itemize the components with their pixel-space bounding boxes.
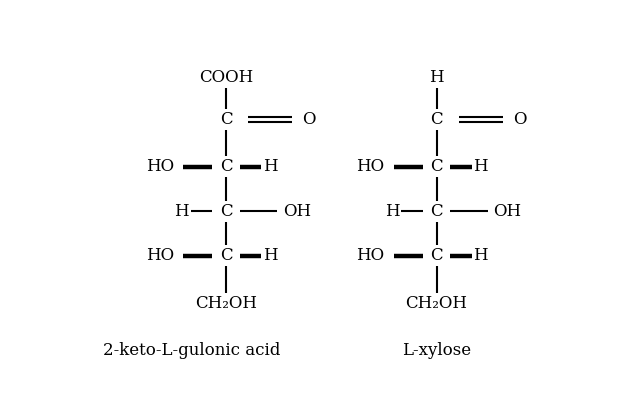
Text: HO: HO [146, 158, 174, 176]
Text: C: C [220, 158, 232, 176]
Text: C: C [430, 203, 443, 220]
Text: C: C [430, 247, 443, 264]
Text: CH₂OH: CH₂OH [195, 295, 257, 312]
Text: HO: HO [356, 158, 384, 176]
Text: 2-keto-L-gulonic acid: 2-keto-L-gulonic acid [103, 342, 281, 359]
Text: HO: HO [356, 247, 384, 264]
Text: C: C [220, 203, 232, 220]
Text: OH: OH [494, 203, 521, 220]
Text: C: C [430, 158, 443, 176]
Text: H: H [385, 203, 400, 220]
Text: H: H [174, 203, 189, 220]
Text: H: H [263, 247, 277, 264]
Text: L-xylose: L-xylose [402, 342, 471, 359]
Text: O: O [303, 111, 316, 128]
Text: H: H [473, 158, 488, 176]
Text: OH: OH [283, 203, 311, 220]
Text: COOH: COOH [199, 70, 253, 87]
Text: C: C [220, 111, 232, 128]
Text: HO: HO [146, 247, 174, 264]
Text: C: C [220, 247, 232, 264]
Text: H: H [263, 158, 277, 176]
Text: O: O [513, 111, 526, 128]
Text: CH₂OH: CH₂OH [406, 295, 468, 312]
Text: C: C [430, 111, 443, 128]
Text: H: H [429, 70, 444, 87]
Text: H: H [473, 247, 488, 264]
